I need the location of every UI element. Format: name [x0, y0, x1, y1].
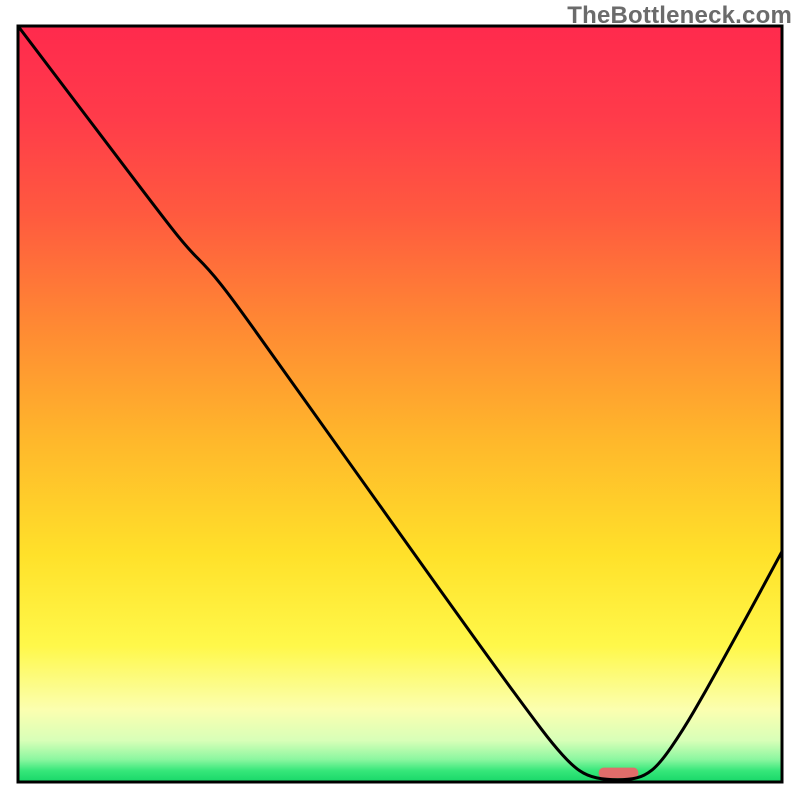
watermark-text: TheBottleneck.com: [567, 2, 792, 30]
chart-svg: [0, 0, 800, 800]
plot-background: [18, 26, 782, 782]
optimal-marker: [599, 768, 639, 779]
bottleneck-chart: TheBottleneck.com: [0, 0, 800, 800]
